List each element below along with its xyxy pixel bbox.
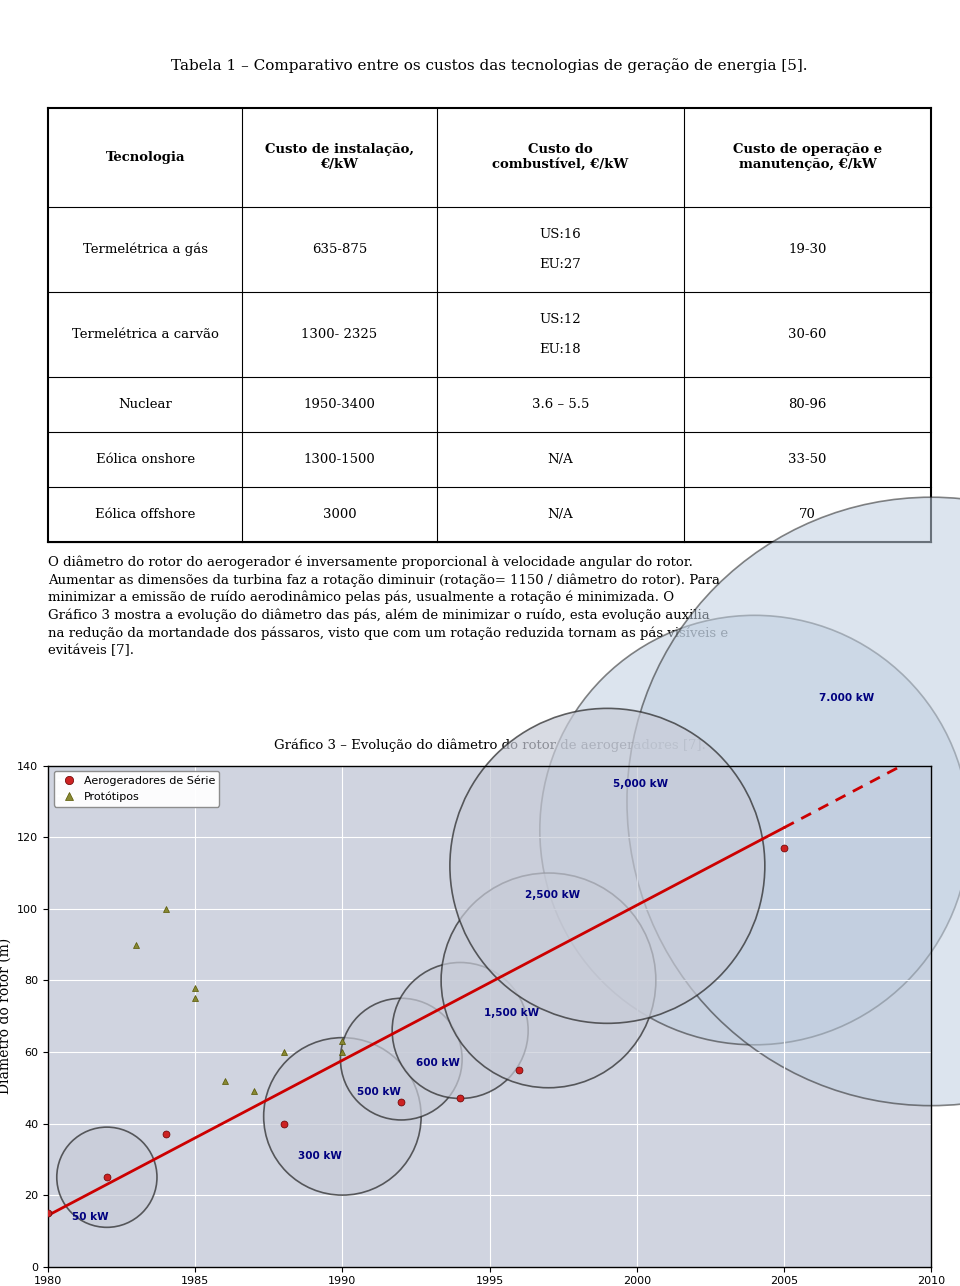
Text: 1300-1500: 1300-1500 — [303, 453, 375, 467]
Ellipse shape — [540, 615, 960, 1044]
Text: 500 kW: 500 kW — [357, 1087, 401, 1097]
Ellipse shape — [627, 498, 960, 1106]
Ellipse shape — [264, 1038, 421, 1195]
Text: 80-96: 80-96 — [788, 399, 827, 412]
Text: N/A: N/A — [547, 508, 573, 521]
Text: Termelétrica a carvão: Termelétrica a carvão — [72, 328, 219, 341]
Text: 70: 70 — [799, 508, 816, 521]
Text: 1300- 2325: 1300- 2325 — [301, 328, 377, 341]
Text: Custo do
combustível, €/kW: Custo do combustível, €/kW — [492, 143, 629, 171]
Text: N/A: N/A — [547, 453, 573, 467]
Ellipse shape — [57, 1127, 157, 1227]
Text: 50 kW: 50 kW — [72, 1213, 108, 1222]
Text: Custo de operação e
manutenção, €/kW: Custo de operação e manutenção, €/kW — [733, 143, 882, 171]
Text: 1,500 kW: 1,500 kW — [484, 1008, 539, 1019]
Text: US:12

EU:18: US:12 EU:18 — [540, 312, 581, 356]
Ellipse shape — [450, 709, 765, 1024]
Ellipse shape — [341, 998, 462, 1120]
Text: Gráfico 3 – Evolução do diâmetro do rotor de aerogeradores [7].: Gráfico 3 – Evolução do diâmetro do roto… — [274, 739, 706, 752]
Text: 19-30: 19-30 — [788, 243, 827, 256]
Text: 2,500 kW: 2,500 kW — [525, 890, 580, 900]
Text: Tabela 1 – Comparativo entre os custos das tecnologias de geração de energia [5]: Tabela 1 – Comparativo entre os custos d… — [171, 58, 808, 73]
Text: Tecnologia: Tecnologia — [106, 150, 185, 163]
Text: O diâmetro do rotor do aerogerador é inversamente proporcional à velocidade angu: O diâmetro do rotor do aerogerador é inv… — [48, 556, 728, 657]
Text: 635-875: 635-875 — [312, 243, 367, 256]
Text: 3000: 3000 — [323, 508, 356, 521]
Text: Eólica offshore: Eólica offshore — [95, 508, 195, 521]
Text: Custo de instalação,
€/kW: Custo de instalação, €/kW — [265, 143, 414, 171]
Text: 5,000 kW: 5,000 kW — [613, 779, 668, 790]
Text: US:16

EU:27: US:16 EU:27 — [540, 228, 581, 271]
Ellipse shape — [441, 873, 656, 1088]
Ellipse shape — [392, 962, 528, 1098]
Text: 1950-3400: 1950-3400 — [303, 399, 375, 412]
Text: Termelétrica a gás: Termelétrica a gás — [83, 243, 207, 256]
Legend: Aerogeradores de Série, Protótipos: Aerogeradores de Série, Protótipos — [54, 772, 220, 806]
Text: Eólica onshore: Eólica onshore — [96, 453, 195, 467]
Text: 33-50: 33-50 — [788, 453, 827, 467]
Text: 300 kW: 300 kW — [299, 1151, 342, 1161]
Text: 30-60: 30-60 — [788, 328, 827, 341]
Y-axis label: Diâmetro do rotor (m): Diâmetro do rotor (m) — [0, 937, 12, 1094]
Text: 7.000 kW: 7.000 kW — [819, 693, 875, 703]
Text: Nuclear: Nuclear — [118, 399, 172, 412]
Text: 600 kW: 600 kW — [416, 1058, 460, 1069]
Text: 3.6 – 5.5: 3.6 – 5.5 — [532, 399, 588, 412]
